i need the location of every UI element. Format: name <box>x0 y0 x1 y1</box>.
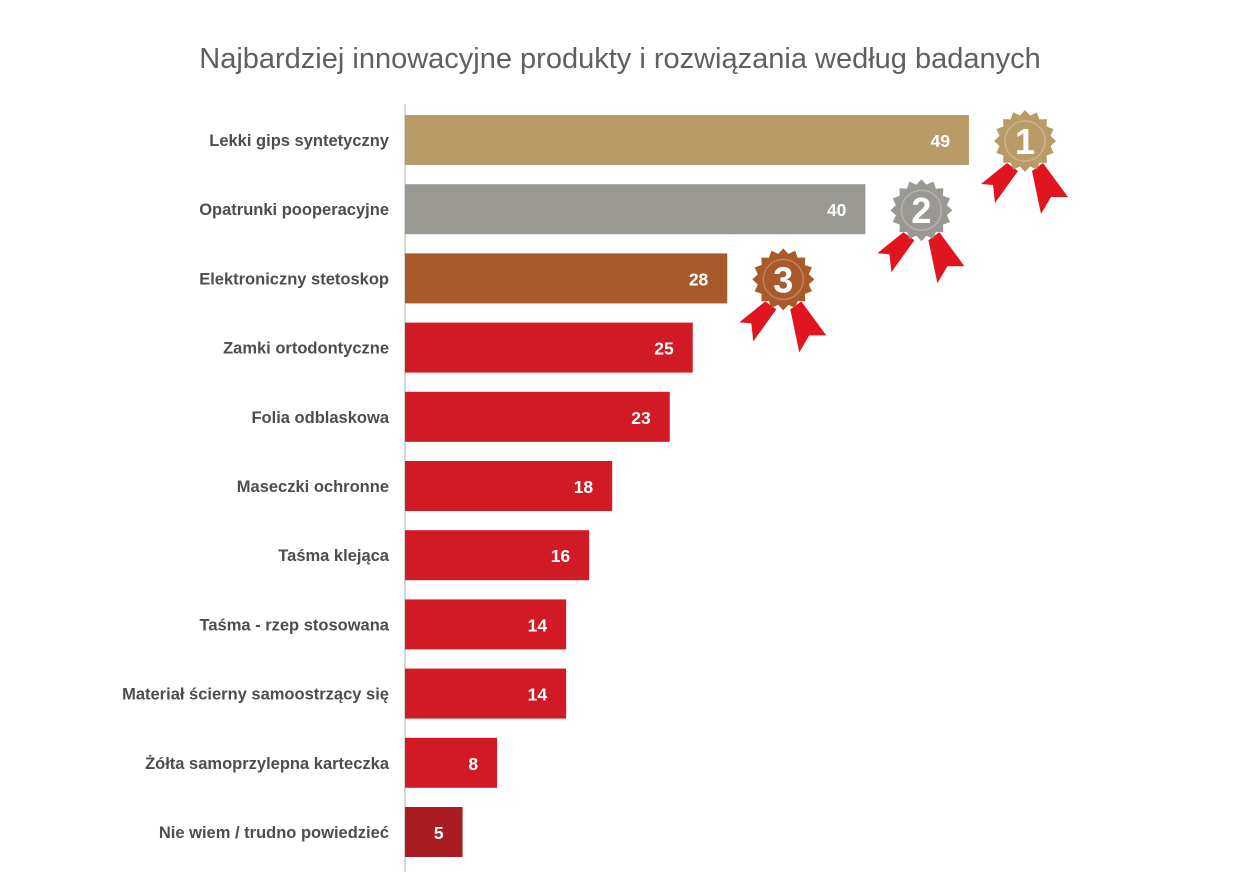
ribbon-right-1 <box>1032 163 1068 214</box>
bar-9 <box>405 737 498 788</box>
medal-number-1: 1 <box>1015 121 1035 162</box>
chart-title: Najbardziej innowacyjne produkty i rozwi… <box>199 43 1040 75</box>
bar-0 <box>405 115 969 165</box>
value-label-6: 16 <box>551 546 571 566</box>
bar-2 <box>405 253 728 304</box>
bar-8 <box>405 668 567 719</box>
value-label-7: 14 <box>528 615 548 635</box>
bars-group: Lekki gips syntetyczny 49 Opatrunki pooper… <box>122 115 969 857</box>
category-label-7: Taśma - rzep stosowana <box>199 616 389 634</box>
category-label-3: Zamki ortodontyczne <box>223 340 389 358</box>
value-label-2: 28 <box>689 269 709 289</box>
ribbon-right-3 <box>790 301 827 353</box>
medal-ring-3 <box>762 258 805 301</box>
medals-group: 1 2 3 <box>739 110 1068 353</box>
bar-7 <box>405 599 567 650</box>
ribbon-left-3 <box>739 301 777 342</box>
value-label-8: 14 <box>528 685 548 705</box>
medal-ring-2 <box>900 189 943 231</box>
medal-number-3: 3 <box>773 259 793 300</box>
category-label-8: Materiał ścierny samoostrzący się <box>122 686 389 704</box>
ribbon-left-1 <box>981 163 1018 203</box>
category-label-4: Folia odblaskowa <box>251 409 389 427</box>
ribbon-right-2 <box>928 232 965 284</box>
bar-6 <box>405 530 590 581</box>
category-label-2: Elektroniczny stetoskop <box>199 270 389 288</box>
value-label-5: 18 <box>574 477 594 497</box>
medal-2: 2 <box>877 179 965 284</box>
category-label-0: Lekki gips syntetyczny <box>209 132 390 150</box>
medal-badge-1 <box>994 110 1056 172</box>
medal-ring-1 <box>1004 120 1046 162</box>
medal-3: 3 <box>739 248 827 353</box>
value-label-0: 49 <box>931 131 951 151</box>
bar-5 <box>405 461 613 511</box>
bar-3 <box>405 322 693 373</box>
category-label-1: Opatrunki pooperacyjne <box>199 201 389 219</box>
medal-badge-2 <box>890 179 953 242</box>
medal-number-2: 2 <box>911 190 931 231</box>
ribbon-left-2 <box>877 232 915 273</box>
category-label-9: Żółta samoprzylepna karteczka <box>145 755 390 773</box>
medal-1: 1 <box>981 110 1068 214</box>
bar-1 <box>405 184 866 235</box>
value-label-10: 5 <box>434 823 444 843</box>
bar-4 <box>405 391 670 442</box>
category-label-10: Nie wiem / trudno powiedzieć <box>159 824 389 842</box>
bar-10 <box>405 807 463 857</box>
category-label-5: Maseczki ochronne <box>237 478 389 496</box>
category-label-6: Taśma klejąca <box>278 547 390 565</box>
value-label-3: 25 <box>654 339 674 359</box>
value-label-1: 40 <box>827 200 847 220</box>
medal-badge-3 <box>752 248 815 311</box>
value-label-9: 8 <box>468 754 478 774</box>
value-label-4: 23 <box>631 408 651 428</box>
